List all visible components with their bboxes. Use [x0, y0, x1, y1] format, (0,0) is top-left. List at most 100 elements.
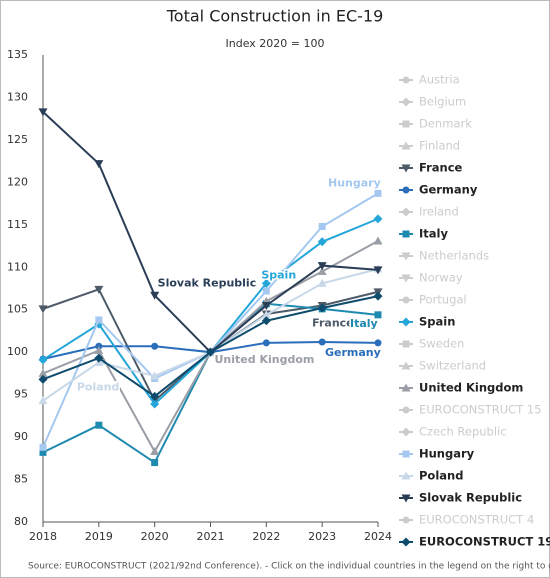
legend-swatch-marker[interactable]: [401, 471, 411, 480]
data-point: [95, 316, 103, 324]
data-point: [374, 339, 382, 347]
legend-swatch-marker[interactable]: [401, 164, 411, 173]
legend-swatch-marker[interactable]: [401, 361, 411, 370]
legend-swatch-marker[interactable]: [402, 296, 410, 304]
legend-label[interactable]: Poland: [419, 469, 463, 483]
legend-swatch-marker[interactable]: [401, 427, 411, 437]
legend-swatch-marker[interactable]: [402, 186, 410, 194]
legend-label[interactable]: Denmark: [419, 117, 472, 131]
legend-swatch-marker[interactable]: [401, 494, 411, 503]
data-point: [39, 443, 47, 451]
legend-label[interactable]: Switzerland: [419, 359, 486, 373]
legend-label[interactable]: Spain: [419, 315, 455, 329]
legend-label[interactable]: Portugal: [419, 293, 467, 307]
data-point: [373, 214, 383, 224]
data-point: [94, 353, 104, 363]
data-point: [150, 291, 160, 300]
legend-label[interactable]: France: [419, 161, 463, 175]
legend-label[interactable]: Netherlands: [419, 249, 489, 263]
y-tick-label: 120: [7, 175, 28, 188]
data-point: [261, 301, 271, 310]
data-point: [317, 262, 327, 271]
legend-label[interactable]: Slovak Republic: [419, 491, 522, 505]
legend-swatch-marker[interactable]: [401, 207, 411, 217]
data-point: [38, 368, 48, 377]
series-label: Spain: [261, 268, 296, 281]
data-point: [317, 278, 327, 287]
data-point: [150, 391, 160, 401]
legend-label[interactable]: EUROCONSTRUCT 15: [419, 403, 542, 417]
legend-swatch-marker[interactable]: [402, 120, 410, 128]
data-point: [261, 316, 271, 326]
legend-swatch-marker[interactable]: [401, 274, 411, 283]
legend-label[interactable]: Belgium: [419, 95, 466, 109]
legend-swatch-marker[interactable]: [401, 383, 411, 392]
y-tick-label: 85: [14, 473, 28, 486]
y-tick-label: 130: [7, 90, 28, 103]
data-point: [318, 223, 326, 231]
x-tick-label: 2020: [141, 530, 169, 543]
legend-label[interactable]: Germany: [419, 183, 478, 197]
y-tick-label: 125: [7, 133, 28, 146]
legend-swatch-marker[interactable]: [402, 516, 410, 524]
series-label: Poland: [77, 380, 120, 393]
data-point: [38, 305, 48, 314]
legend-label[interactable]: United Kingdom: [419, 381, 523, 395]
data-point: [374, 189, 382, 197]
data-point: [317, 303, 327, 313]
data-point: [38, 108, 48, 117]
data-point: [38, 396, 48, 405]
data-point: [151, 459, 159, 467]
data-point: [95, 421, 103, 429]
series-label: Italy: [350, 317, 378, 330]
y-tick-label: 105: [7, 303, 28, 316]
data-point: [262, 339, 270, 347]
data-point: [94, 285, 104, 294]
legend-swatch-marker[interactable]: [401, 252, 411, 261]
legend-swatch-marker[interactable]: [401, 317, 411, 327]
legend-label[interactable]: Norway: [419, 271, 463, 285]
legend-label[interactable]: Czech Republic: [419, 425, 507, 439]
y-tick-label: 90: [14, 430, 28, 443]
y-tick-label: 115: [7, 218, 28, 231]
legend-swatch-marker[interactable]: [402, 76, 410, 84]
series-label: Slovak Republic: [158, 276, 257, 289]
x-tick-label: 2018: [29, 530, 57, 543]
data-point: [261, 278, 271, 288]
legend-label[interactable]: EUROCONSTRUCT 4: [419, 513, 534, 527]
legend-label[interactable]: Italy: [419, 227, 448, 241]
x-tick-label: 2021: [197, 530, 225, 543]
legend-swatch-marker[interactable]: [402, 230, 410, 238]
data-point: [373, 291, 383, 301]
legend-swatch-marker[interactable]: [402, 406, 410, 414]
data-point: [317, 237, 327, 247]
legend-label[interactable]: Hungary: [419, 447, 475, 461]
legend-swatch-marker[interactable]: [402, 340, 410, 348]
chart-subtitle: Index 2020 = 100: [226, 37, 325, 50]
legend-label[interactable]: EUROCONSTRUCT 19: [419, 535, 550, 549]
data-point: [373, 266, 383, 275]
legend-swatch-marker[interactable]: [401, 537, 411, 547]
data-point: [94, 345, 104, 354]
chart-title: Total Construction in EC-19: [166, 7, 384, 26]
legend-swatch-marker[interactable]: [401, 141, 411, 150]
data-point: [318, 338, 326, 346]
data-point: [261, 310, 271, 319]
x-tick-label: 2024: [364, 530, 392, 543]
legend-label[interactable]: Finland: [419, 139, 460, 153]
y-tick-label: 95: [14, 388, 28, 401]
legend-swatch-marker[interactable]: [402, 450, 410, 458]
legend-label[interactable]: Ireland: [419, 205, 459, 219]
y-tick-label: 100: [7, 345, 28, 358]
data-point: [150, 447, 160, 456]
legend-label[interactable]: Austria: [419, 73, 460, 87]
data-point: [374, 311, 382, 319]
y-tick-label: 110: [7, 260, 28, 273]
legend-swatch-marker[interactable]: [401, 97, 411, 107]
y-tick-label: 80: [14, 515, 28, 528]
data-point: [39, 448, 47, 456]
data-point: [38, 374, 48, 384]
legend-label[interactable]: Sweden: [419, 337, 464, 351]
x-tick-label: 2022: [252, 530, 280, 543]
